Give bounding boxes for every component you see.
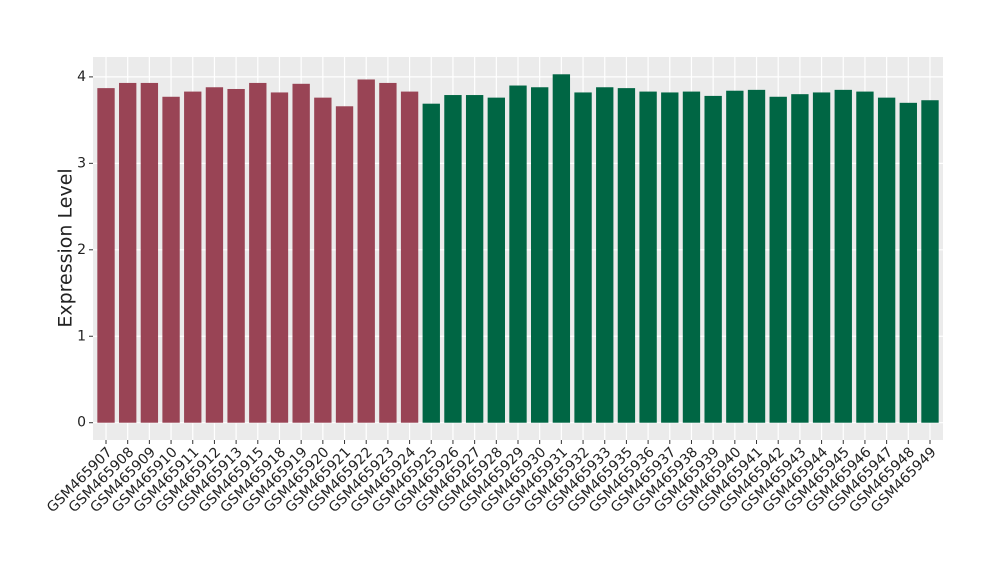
bar — [682, 91, 701, 423]
bar — [596, 87, 614, 423]
bar — [140, 82, 159, 423]
bar — [877, 97, 896, 423]
y-tick-label: 4 — [77, 69, 86, 85]
bar — [184, 91, 202, 423]
bar — [769, 96, 787, 423]
bar — [357, 79, 375, 423]
bar — [400, 91, 419, 423]
bar — [422, 103, 440, 423]
bar — [205, 87, 224, 423]
bar — [509, 85, 527, 423]
bar — [335, 106, 354, 423]
bar — [574, 92, 592, 423]
bar — [465, 95, 484, 423]
bar — [791, 94, 809, 423]
bar — [617, 88, 636, 423]
y-tick-label: 0 — [77, 415, 86, 431]
bar — [726, 90, 744, 423]
bar — [162, 96, 180, 423]
bar — [249, 82, 267, 423]
bar — [639, 91, 657, 423]
y-tick-label: 1 — [77, 328, 86, 344]
y-axis-title: Expression Level — [55, 168, 77, 327]
y-tick-label: 3 — [77, 155, 86, 171]
bar — [661, 92, 679, 423]
bar — [270, 92, 289, 423]
bar — [444, 95, 462, 423]
bar — [227, 88, 245, 423]
y-tick-label: 2 — [77, 242, 86, 258]
bar — [379, 82, 397, 423]
bar — [812, 92, 831, 423]
bar — [899, 102, 917, 423]
bar — [704, 95, 722, 423]
bar — [487, 97, 505, 423]
bar — [119, 82, 137, 423]
bar — [747, 89, 766, 423]
bar — [531, 87, 549, 423]
bar — [834, 89, 852, 423]
bar — [97, 88, 115, 423]
bar — [292, 83, 310, 423]
bar — [856, 91, 874, 423]
bar — [314, 97, 332, 423]
bar — [552, 74, 571, 423]
bar — [921, 100, 939, 423]
